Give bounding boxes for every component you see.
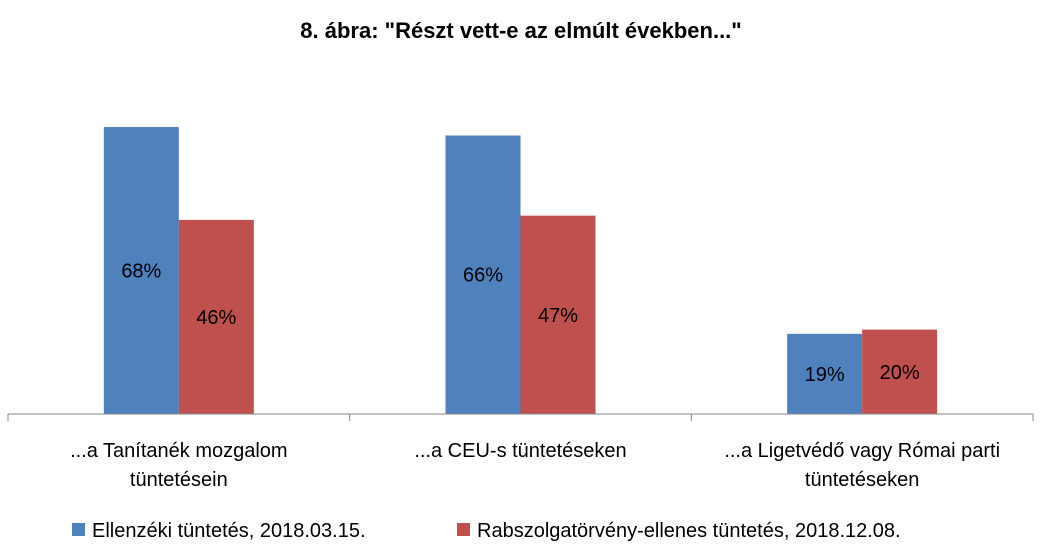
bars-group: 68% 46% 66% 47% 19% 20%	[103, 127, 938, 415]
category-label-line: tüntetésein	[130, 469, 228, 491]
category-label-line: ...a Tanítanék mozgalom	[70, 440, 288, 462]
data-label-series2-cat1: 46%	[196, 307, 236, 329]
bar-series1-cat2	[445, 135, 521, 415]
data-label-series2-cat3: 20%	[880, 362, 920, 384]
legend-swatch-2	[457, 523, 470, 536]
category-label-2: ...a CEU-s tüntetéseken	[414, 440, 626, 462]
data-label-series1-cat3: 19%	[805, 364, 845, 386]
legend-label-1: Ellenzéki tüntetés, 2018.03.15.	[92, 520, 366, 542]
category-labels: ...a Tanítanék mozgalom tüntetésein ...a C…	[70, 440, 1000, 491]
bar-series1-cat1	[103, 127, 179, 414]
category-label-1: ...a Tanítanék mozgalom tüntetésein	[70, 440, 288, 491]
bar-series2-cat2	[520, 215, 596, 414]
category-label-line: tüntetéseken	[805, 469, 920, 491]
data-label-series1-cat1: 68%	[121, 261, 161, 283]
bar-series2-cat3	[862, 329, 938, 414]
bar-series2-cat1	[178, 219, 254, 414]
category-label-line: ...a Ligetvédő vagy Római parti	[724, 440, 1000, 462]
x-axis	[7, 413, 1034, 421]
category-label-line: ...a CEU-s tüntetéseken	[414, 440, 626, 462]
legend: Ellenzéki tüntetés, 2018.03.15. Rabszolga…	[72, 520, 901, 542]
data-label-series2-cat2: 47%	[538, 305, 578, 327]
chart-title: 8. ábra: "Részt vett-e az elmúlt években…	[300, 18, 741, 43]
legend-swatch-1	[72, 523, 85, 536]
legend-label-2: Rabszolgatörvény-ellenes tüntetés, 2018.…	[477, 520, 901, 542]
category-label-3: ...a Ligetvédő vagy Római parti tüntetése…	[724, 440, 1000, 491]
data-label-series1-cat2: 66%	[463, 265, 503, 287]
bar-series1-cat3	[787, 333, 863, 414]
